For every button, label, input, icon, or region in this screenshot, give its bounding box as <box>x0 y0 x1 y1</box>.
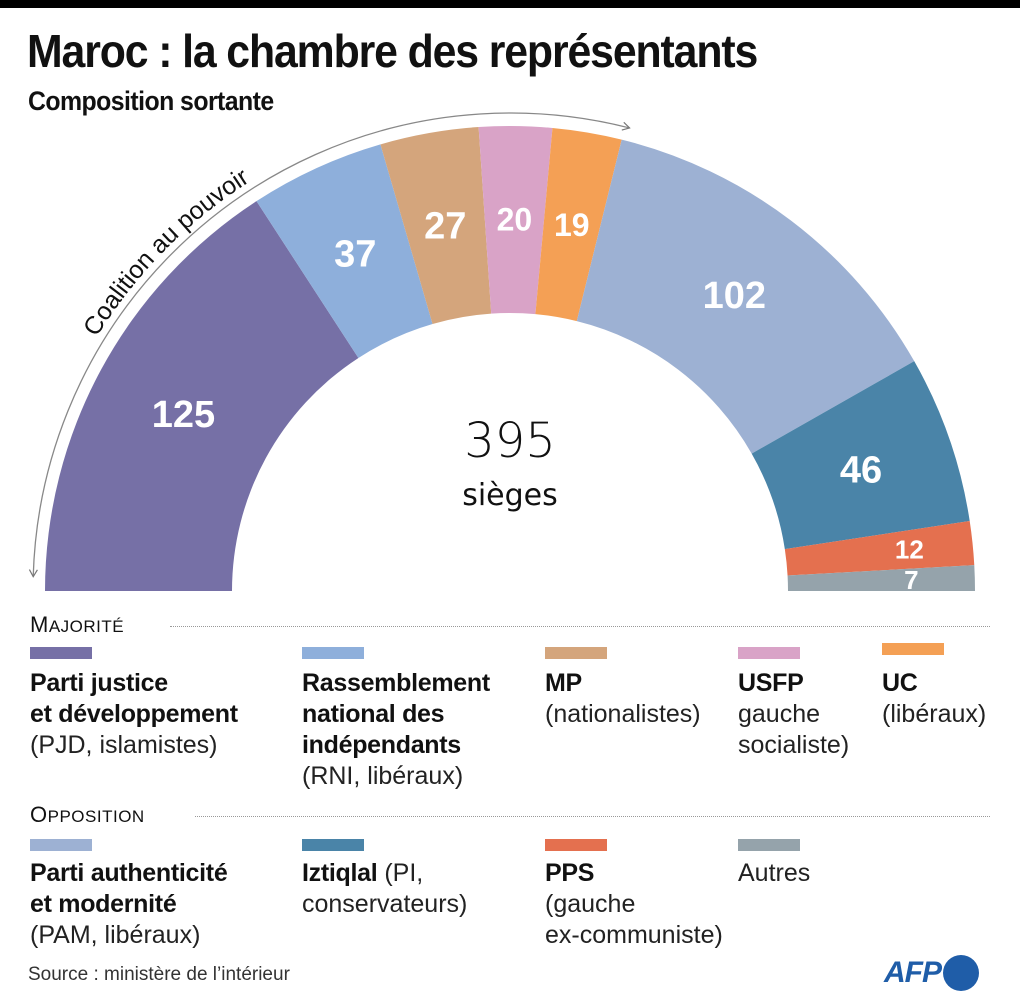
legend-swatch-uc <box>882 643 944 655</box>
legend-line: et développement <box>30 699 238 730</box>
slice-rni <box>256 144 433 358</box>
legend-line: Iztiqlal (PI, <box>302 858 467 889</box>
legend-line: conservateurs) <box>302 889 467 920</box>
slice-uc <box>535 127 622 322</box>
legend-item-pps: PPS (gauche ex-communiste) <box>545 858 723 951</box>
slice-label-uc: 19 <box>554 207 590 243</box>
legend-party-desc: (PJD, islamistes) <box>30 731 218 759</box>
legend-party-desc: (PI, <box>377 859 424 887</box>
legend-line: (libéraux) <box>882 699 986 730</box>
legend-swatch-pps <box>545 839 607 851</box>
legend-party-name: Rassemblement <box>302 669 490 697</box>
legend-divider-opposition <box>195 816 990 817</box>
legend-party-name: MP <box>545 669 582 697</box>
top-bar <box>0 0 1020 8</box>
total-seats-number: 395 <box>464 413 556 469</box>
legend-party-name: national des <box>302 700 445 728</box>
coalition-arrow-down <box>28 113 481 578</box>
legend-party-desc: (libéraux) <box>882 700 987 728</box>
legend-line: (PJD, islamistes) <box>30 730 238 761</box>
legend-line: USFP <box>738 668 849 699</box>
slice-label-pam: 102 <box>703 275 766 317</box>
legend-line: PPS <box>545 858 723 889</box>
legend-party-name: indépendants <box>302 731 461 759</box>
legend-party-name: Parti justice <box>30 669 168 697</box>
legend-party-name: et modernité <box>30 890 177 918</box>
slice-label-pi: 46 <box>840 449 882 491</box>
slice-label-autres: 7 <box>904 565 918 595</box>
slice-pps <box>784 520 975 576</box>
legend-item-pjd: Parti justice et développement (PJD, islam… <box>30 668 238 761</box>
legend-heading-opposition: OPPOSITION <box>30 802 145 827</box>
slice-label-rni: 37 <box>334 234 376 276</box>
legend-party-desc: socialiste) <box>738 731 850 759</box>
legend-party-desc: Autres <box>738 859 811 887</box>
legend-party-name: PPS <box>545 859 595 887</box>
legend-party-desc: ex-communiste) <box>545 921 723 949</box>
legend-line: (PAM, libéraux) <box>30 920 227 951</box>
legend-party-name: et développement <box>30 700 238 728</box>
legend-swatch-usfp <box>738 647 800 659</box>
slice-label-pps: 12 <box>895 535 924 565</box>
legend-item-pi: Iztiqlal (PI, conservateurs) <box>302 858 467 920</box>
legend-line: indépendants <box>302 730 490 761</box>
legend-swatch-pjd <box>30 647 92 659</box>
legend-line: (gauche <box>545 889 723 920</box>
coalition-arrow <box>479 112 631 131</box>
legend-line: Rassemblement <box>302 668 490 699</box>
legend-item-usfp: USFP gauche socialiste) <box>738 668 849 761</box>
source-note: Source : ministère de l’intérieur <box>28 964 290 985</box>
legend-party-desc: (PAM, libéraux) <box>30 921 201 949</box>
legend-heading-majorite: MAJORITÉ <box>30 612 125 637</box>
legend-party-name: USFP <box>738 669 804 697</box>
slice-pi <box>751 361 970 550</box>
slice-label-usfp: 20 <box>497 202 533 238</box>
legend-swatch-autres <box>738 839 800 851</box>
legend-swatch-pam <box>30 839 92 851</box>
legend-party-name: Parti authenticité <box>30 859 228 887</box>
legend-line: et modernité <box>30 889 227 920</box>
legend-swatch-rni <box>302 647 364 659</box>
legend-line: Parti authenticité <box>30 858 228 889</box>
legend-line: UC <box>882 668 986 699</box>
legend-line: gauche <box>738 699 849 730</box>
legend-line: (RNI, libéraux) <box>302 761 490 792</box>
afp-logo-dot-icon <box>943 955 979 991</box>
legend-line: (nationalistes) <box>545 699 701 730</box>
legend-line: national des <box>302 699 490 730</box>
slice-label-mp: 27 <box>424 205 466 247</box>
legend-party-desc: gauche <box>738 700 821 728</box>
legend-item-autres: Autres <box>738 858 810 889</box>
chart-title: Maroc : la chambre des représentants <box>27 25 758 77</box>
legend-item-mp: MP (nationalistes) <box>545 668 701 730</box>
legend-line: Parti justice <box>30 668 238 699</box>
legend-party-name: Iztiqlal <box>302 859 378 887</box>
slice-autres <box>787 565 975 591</box>
legend-party-desc: conservateurs) <box>302 890 468 918</box>
slice-pam <box>576 139 915 454</box>
legend-swatch-mp <box>545 647 607 659</box>
legend-line: ex-communiste) <box>545 920 723 951</box>
legend-line: socialiste) <box>738 730 849 761</box>
legend-party-name: UC <box>882 669 918 697</box>
slice-usfp <box>478 126 553 315</box>
legend-swatch-pi <box>302 839 364 851</box>
total-seats-unit: sièges <box>462 478 558 513</box>
legend-party-desc: (nationalistes) <box>545 700 701 728</box>
slice-pjd <box>45 201 359 591</box>
legend-item-rni: Rassemblement national des indépendants (RN… <box>302 668 490 792</box>
slice-label-pjd: 125 <box>152 394 215 436</box>
legend-line: MP <box>545 668 701 699</box>
legend-item-pam: Parti authenticité et modernité (PAM, libé… <box>30 858 228 951</box>
legend-party-desc: (RNI, libéraux) <box>302 762 464 790</box>
legend-party-desc: (gauche <box>545 890 636 918</box>
legend-line: Autres <box>738 858 810 889</box>
afp-logo: AFP <box>884 955 979 991</box>
legend-divider-majorite <box>170 626 990 627</box>
chart-subtitle: Composition sortante <box>28 86 274 116</box>
legend-item-uc: UC (libéraux) <box>882 668 986 730</box>
slice-mp <box>380 127 492 325</box>
